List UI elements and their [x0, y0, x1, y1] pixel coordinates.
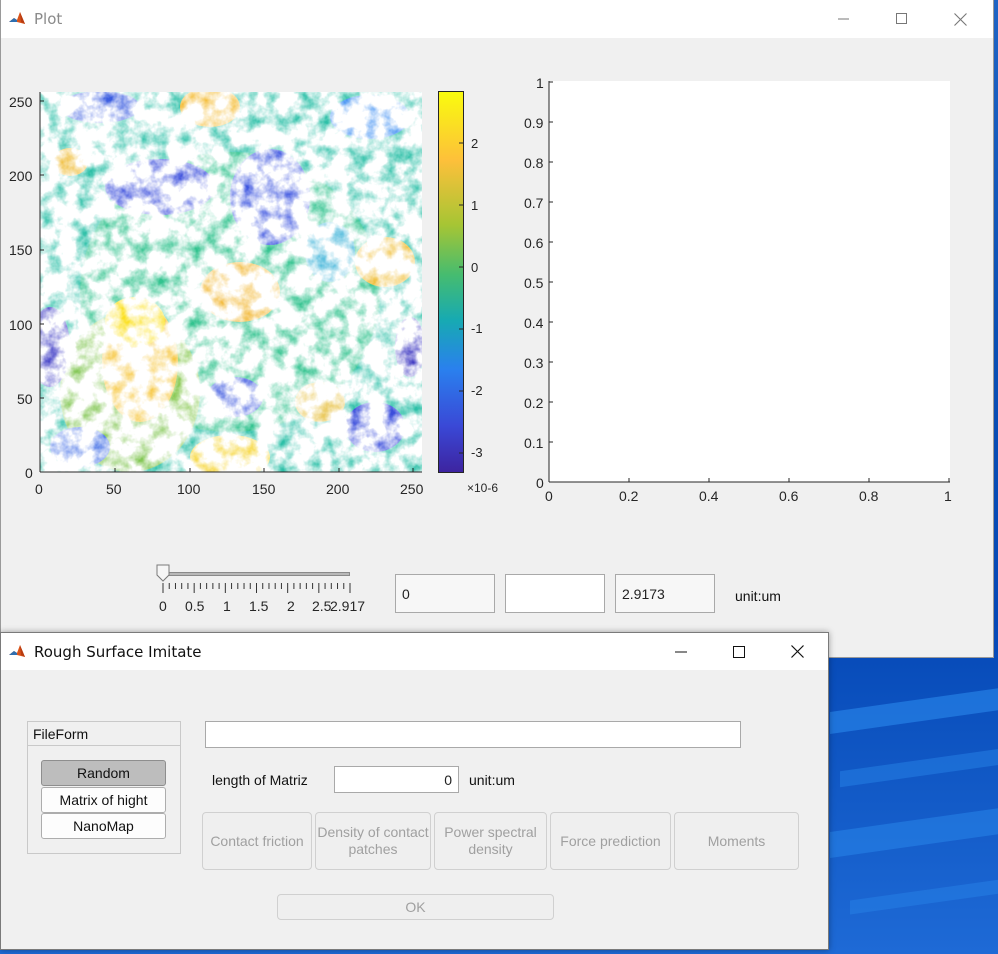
slider-tick-label: 2 — [287, 598, 295, 614]
density-contact-patches-button[interactable]: Density of contact patches — [315, 812, 431, 870]
colorbar-ticks — [459, 142, 464, 454]
close-icon — [790, 645, 804, 658]
max-value-field[interactable]: 2.9173 — [615, 574, 715, 613]
empty-y-tick: 0.5 — [524, 275, 544, 291]
empty-x-tick: 0.6 — [779, 488, 799, 504]
empty-y-tick: 0.9 — [524, 115, 544, 131]
nanomap-option-button[interactable]: NanoMap — [41, 813, 166, 839]
contour-x-tick: 150 — [252, 481, 276, 497]
contour-x-tick: 50 — [106, 481, 122, 497]
ok-button[interactable]: OK — [277, 894, 554, 920]
moments-button[interactable]: Moments — [674, 812, 799, 870]
contour-y-tick: 50 — [17, 391, 33, 407]
matlab-icon — [8, 642, 26, 661]
slider-tick-label: 1.5 — [249, 598, 269, 614]
contour-y-tick: 100 — [9, 317, 33, 333]
contour-y-tick: 0 — [25, 465, 33, 481]
contour-y-tick: 200 — [9, 168, 33, 184]
unit-label: unit:um — [735, 588, 781, 604]
contour-y-tick: 250 — [9, 94, 33, 110]
rough-surface-window: Rough Surface Imitate FileForm Random Ma… — [0, 632, 829, 950]
contour-x-tick: 200 — [326, 481, 350, 497]
length-unit-label: unit:um — [469, 772, 515, 788]
empty-x-tick: 0.4 — [699, 488, 719, 504]
power-spectral-density-button[interactable]: Power spectral density — [434, 812, 547, 870]
fileform-title: FileForm — [33, 726, 89, 742]
fileform-group: FileForm — [27, 721, 181, 854]
contour-y-tick: 150 — [9, 242, 33, 258]
threshold-slider[interactable] — [156, 563, 356, 603]
maximize-button[interactable] — [710, 633, 768, 670]
slider-tick-label: 1 — [223, 598, 231, 614]
minimize-icon — [838, 18, 849, 20]
empty-y-tick: 0.1 — [524, 435, 544, 451]
minimize-button[interactable] — [652, 633, 710, 670]
file-path-field[interactable] — [205, 721, 741, 748]
colorbar-tick: 2 — [471, 136, 479, 151]
empty-y-tick: 0.8 — [524, 155, 544, 171]
close-button[interactable] — [768, 633, 826, 670]
empty-y-tick: 0.2 — [524, 395, 544, 411]
surface-window-title: Rough Surface Imitate — [34, 642, 202, 661]
close-icon — [953, 12, 967, 26]
maximize-icon — [733, 645, 745, 658]
force-prediction-button[interactable]: Force prediction — [550, 812, 671, 870]
contour-x-tick: 100 — [177, 481, 201, 497]
empty-y-tick: 0.4 — [524, 315, 544, 331]
empty-y-tick: 1 — [536, 75, 544, 91]
colorbar — [438, 91, 464, 473]
colorbar-tick: 0 — [471, 260, 479, 275]
empty-axes[interactable] — [549, 81, 950, 482]
contour-plot[interactable] — [40, 92, 422, 472]
empty-x-tick: 0.8 — [859, 488, 879, 504]
maximize-button[interactable] — [873, 0, 931, 38]
colorbar-tick: -2 — [471, 383, 483, 398]
length-label: length of Matriz — [212, 772, 308, 788]
empty-y-tick: 0.6 — [524, 235, 544, 251]
empty-y-tick: 0.3 — [524, 355, 544, 371]
slider-tick-label: 0.5 — [185, 598, 205, 614]
slider-ticks — [162, 583, 351, 593]
length-input[interactable]: 0 — [334, 766, 459, 793]
empty-y-tick: 0.7 — [524, 195, 544, 211]
current-value-field[interactable] — [505, 574, 605, 613]
empty-x-tick: 0 — [545, 488, 553, 504]
matrix-option-button[interactable]: Matrix of hight — [41, 787, 166, 813]
slider-tick-label: 0 — [159, 598, 167, 614]
colorbar-tick: -1 — [471, 321, 483, 336]
colorbar-exponent: ×10-6 — [467, 481, 499, 495]
close-button[interactable] — [931, 0, 989, 38]
random-option-button[interactable]: Random — [41, 760, 166, 786]
colorbar-tick: -3 — [471, 445, 483, 460]
empty-y-tick: 0 — [536, 475, 544, 491]
slider-thumb[interactable] — [156, 564, 170, 582]
contour-axes-frame — [39, 92, 422, 473]
slider-track — [162, 572, 350, 576]
empty-axes-frame — [548, 81, 950, 483]
slider-tick-label: 2.5 — [312, 598, 332, 614]
contour-surface — [40, 92, 422, 472]
contour-x-tick: 0 — [35, 481, 43, 497]
surface-titlebar: Rough Surface Imitate — [1, 633, 828, 670]
plot-window-title: Plot — [34, 10, 63, 28]
plot-titlebar: Plot — [1, 0, 993, 38]
slider-tick-label: 2.917 — [330, 598, 366, 614]
minimize-icon — [675, 651, 687, 652]
maximize-icon — [896, 13, 907, 24]
plot-window: Plot — [0, 0, 994, 658]
matlab-icon — [8, 10, 26, 28]
minimize-button[interactable] — [815, 0, 873, 38]
contour-x-tick: 250 — [400, 481, 424, 497]
contact-friction-button[interactable]: Contact friction — [202, 812, 312, 870]
empty-x-tick: 0.2 — [619, 488, 639, 504]
min-value-field[interactable]: 0 — [395, 574, 495, 613]
empty-x-tick: 1 — [944, 488, 952, 504]
colorbar-tick: 1 — [471, 198, 479, 213]
